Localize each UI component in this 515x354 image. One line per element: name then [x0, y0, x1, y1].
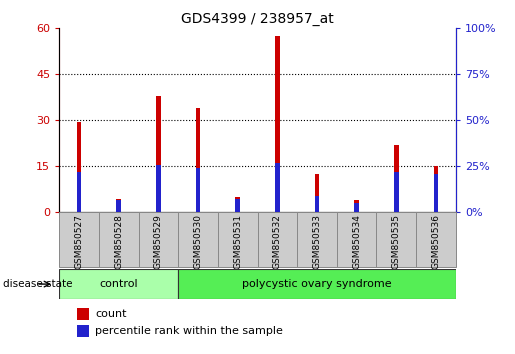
Bar — [235, 199, 240, 212]
Bar — [178, 212, 218, 267]
Bar — [139, 212, 178, 267]
Bar — [258, 212, 297, 267]
Bar — [178, 269, 456, 299]
Bar — [337, 212, 376, 267]
Text: GSM850527: GSM850527 — [75, 214, 83, 269]
Bar — [354, 200, 359, 212]
Bar — [315, 174, 319, 212]
Bar — [315, 196, 319, 212]
Bar — [59, 269, 178, 299]
Bar — [116, 200, 121, 212]
Bar — [77, 308, 90, 320]
Bar — [394, 145, 399, 212]
Text: GSM850536: GSM850536 — [432, 214, 440, 269]
Bar — [156, 96, 161, 212]
Bar — [275, 163, 280, 212]
Text: count: count — [95, 309, 127, 319]
Bar — [416, 212, 456, 267]
Bar — [196, 108, 200, 212]
Bar — [59, 212, 99, 267]
Text: GSM850535: GSM850535 — [392, 214, 401, 269]
Text: percentile rank within the sample: percentile rank within the sample — [95, 326, 283, 336]
Text: GSM850529: GSM850529 — [154, 214, 163, 269]
Bar — [434, 166, 438, 212]
Bar — [77, 172, 81, 212]
Title: GDS4399 / 238957_at: GDS4399 / 238957_at — [181, 12, 334, 26]
Bar — [297, 212, 337, 267]
Text: GSM850531: GSM850531 — [233, 214, 242, 269]
Text: GSM850532: GSM850532 — [273, 214, 282, 269]
Text: polycystic ovary syndrome: polycystic ovary syndrome — [242, 279, 392, 289]
Text: GSM850533: GSM850533 — [313, 214, 321, 269]
Bar — [77, 122, 81, 212]
Bar — [156, 165, 161, 212]
Bar — [116, 199, 121, 212]
Bar — [275, 36, 280, 212]
Bar — [77, 325, 90, 337]
Bar — [394, 172, 399, 212]
Bar — [218, 212, 258, 267]
Bar — [235, 197, 240, 212]
Text: control: control — [99, 279, 138, 289]
Bar — [99, 212, 139, 267]
Text: GSM850534: GSM850534 — [352, 214, 361, 269]
Text: GSM850530: GSM850530 — [194, 214, 202, 269]
Bar — [376, 212, 416, 267]
Bar — [354, 203, 359, 212]
Bar — [434, 174, 438, 212]
Text: GSM850528: GSM850528 — [114, 214, 123, 269]
Bar — [196, 168, 200, 212]
Text: disease state: disease state — [3, 279, 72, 289]
